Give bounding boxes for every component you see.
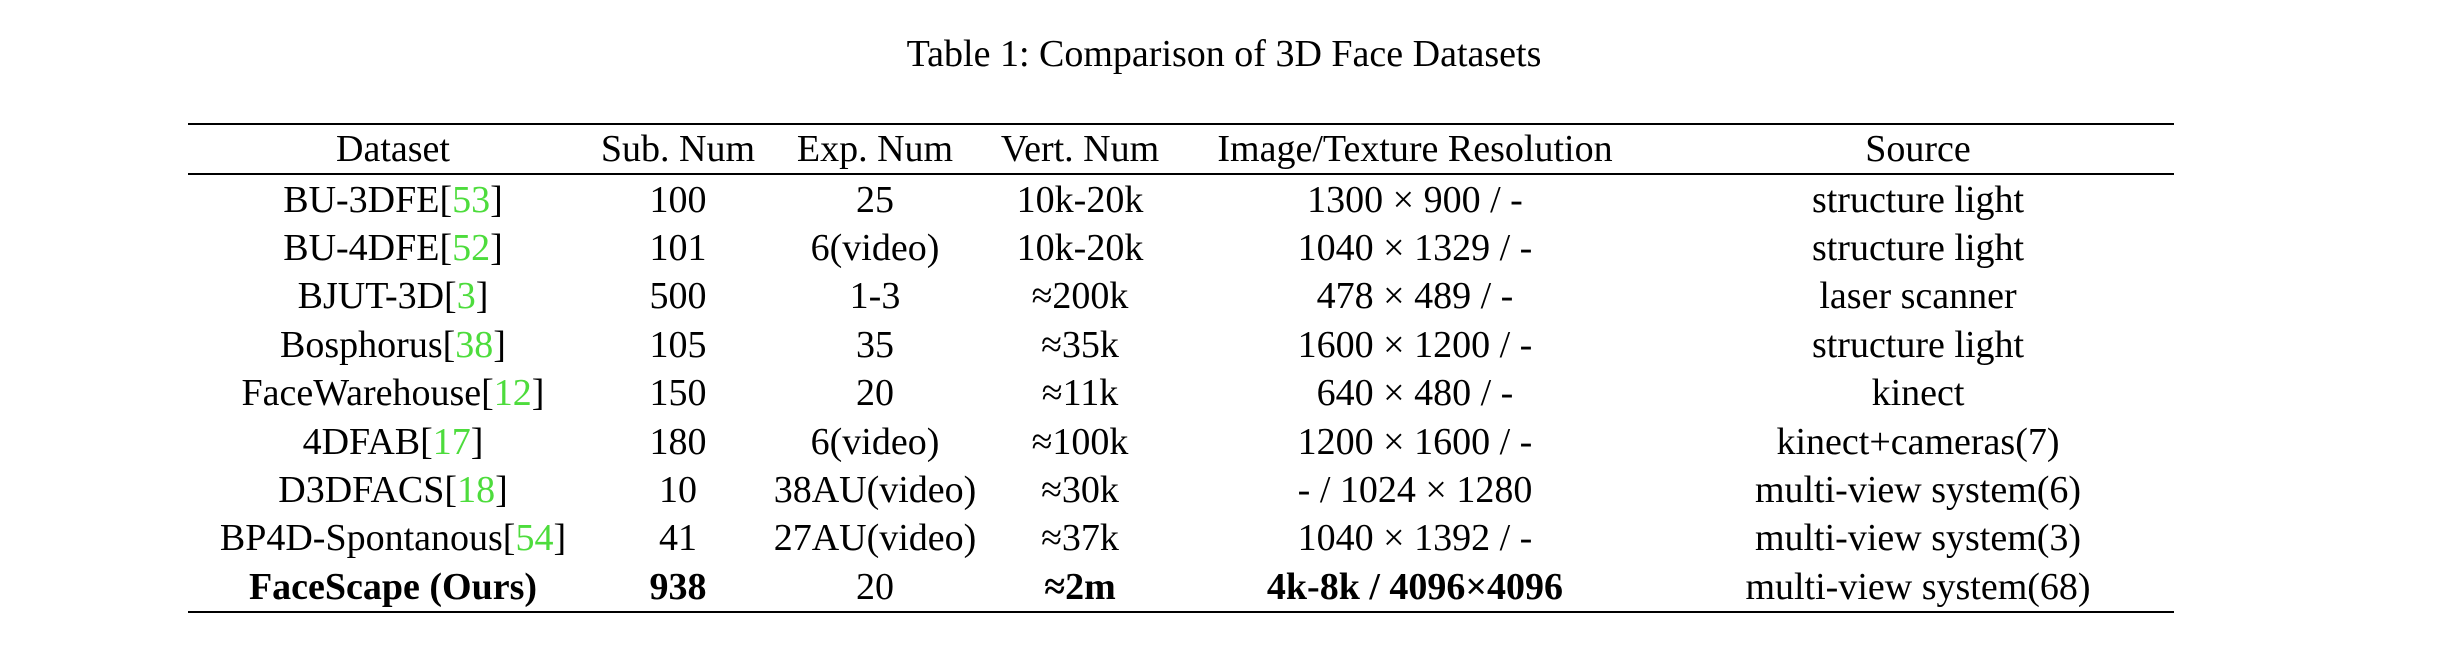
vert-num-cell: ≈35k	[1041, 323, 1119, 366]
sub-num-cell: 180	[649, 420, 707, 463]
source-cell: structure light	[1811, 323, 2025, 366]
dataset-cell: Bosphorus[38]	[280, 323, 506, 366]
exp-num-cell: 25	[856, 178, 894, 221]
dataset-cell: BU-3DFE[53]	[283, 178, 503, 221]
citation-link[interactable]: 12	[493, 372, 532, 415]
header-source: Source	[1865, 128, 1971, 171]
table-row-ours: FaceScape (Ours) 938 20 ≈2m 4k-8k / 4096…	[188, 563, 2174, 612]
sub-num-cell: 105	[649, 323, 707, 366]
exp-num-cell: 27AU(video)	[773, 517, 977, 560]
source-cell: laser scanner	[1819, 275, 2017, 318]
dataset-cell: D3DFACS[18]	[278, 468, 508, 511]
vert-num-cell: ≈200k	[1031, 275, 1129, 318]
citation-link[interactable]: 18	[457, 468, 496, 511]
table-body: BU-3DFE[53] 100 25 10k-20k 1300 × 900 / …	[188, 174, 2174, 612]
dataset-name: BJUT-3D	[297, 275, 445, 318]
exp-num-cell: 6(video)	[810, 226, 940, 269]
sub-num-cell: 500	[649, 275, 707, 318]
resolution-cell: - / 1024 × 1280	[1297, 468, 1533, 511]
source-cell: structure light	[1811, 226, 2025, 269]
vert-num-cell: 10k-20k	[1016, 226, 1144, 269]
dataset-name: FaceWarehouse	[241, 372, 482, 415]
source-cell: multi-view system(6)	[1754, 468, 2082, 511]
dataset-name: BU-4DFE	[283, 226, 440, 269]
resolution-cell: 1040 × 1392 / -	[1297, 517, 1533, 560]
header-exp-num: Exp. Num	[796, 128, 954, 171]
header-row: Dataset Sub. Num Exp. Num Vert. Num Imag…	[188, 124, 2174, 175]
citation-link[interactable]: 17	[432, 420, 471, 463]
citation-link[interactable]: 38	[455, 323, 494, 366]
header-dataset: Dataset	[336, 128, 450, 171]
exp-num-cell: 35	[856, 323, 894, 366]
table-row: 4DFAB[17] 180 6(video) ≈100k 1200 × 1600…	[188, 417, 2174, 465]
source-cell: structure light	[1811, 178, 2025, 221]
exp-num-cell: 1-3	[849, 275, 901, 318]
vert-num-cell: ≈37k	[1041, 517, 1119, 560]
dataset-name: D3DFACS	[278, 468, 445, 511]
table-row: BU-3DFE[53] 100 25 10k-20k 1300 × 900 / …	[188, 174, 2174, 223]
vert-num-cell: ≈2m	[1044, 565, 1116, 608]
citation-link[interactable]: 52	[452, 226, 491, 269]
resolution-cell: 640 × 480 / -	[1316, 372, 1514, 415]
table-header: Dataset Sub. Num Exp. Num Vert. Num Imag…	[188, 124, 2174, 175]
resolution-cell: 1040 × 1329 / -	[1297, 226, 1533, 269]
vert-num-cell: ≈100k	[1031, 420, 1129, 463]
citation-link[interactable]: 53	[452, 178, 491, 221]
dataset-name: Bosphorus	[280, 323, 443, 366]
vert-num-cell: ≈11k	[1041, 372, 1119, 415]
dataset-cell: FaceWarehouse[12]	[241, 372, 545, 415]
exp-num-cell: 20	[856, 565, 894, 608]
exp-num-cell: 6(video)	[810, 420, 940, 463]
table-row: BJUT-3D[3] 500 1-3 ≈200k 478 × 489 / - l…	[188, 272, 2174, 320]
table-row: D3DFACS[18] 10 38AU(video) ≈30k - / 1024…	[188, 466, 2174, 514]
dataset-name: BP4D-Spontanous	[219, 517, 503, 560]
vert-num-cell: ≈30k	[1041, 468, 1119, 511]
resolution-cell: 478 × 489 / -	[1316, 275, 1514, 318]
exp-num-cell: 20	[856, 372, 894, 415]
resolution-cell: 1200 × 1600 / -	[1297, 420, 1533, 463]
exp-num-cell: 38AU(video)	[773, 468, 977, 511]
resolution-cell: 1300 × 900 / -	[1307, 178, 1523, 221]
sub-num-cell: 150	[649, 372, 707, 415]
source-cell: kinect+cameras(7)	[1776, 420, 2060, 463]
table-row: Bosphorus[38] 105 35 ≈35k 1600 × 1200 / …	[188, 321, 2174, 369]
dataset-name: BU-3DFE	[283, 178, 440, 221]
sub-num-cell: 101	[649, 226, 707, 269]
sub-num-cell: 10	[659, 468, 697, 511]
vert-num-cell: 10k-20k	[1016, 178, 1144, 221]
comparison-table: Dataset Sub. Num Exp. Num Vert. Num Imag…	[188, 123, 2174, 613]
resolution-cell: 4k-8k / 4096×4096	[1266, 565, 1564, 608]
header-sub-num: Sub. Num	[600, 128, 756, 171]
citation-link[interactable]: 54	[515, 517, 554, 560]
dataset-cell: 4DFAB[17]	[302, 420, 484, 463]
header-vert-num: Vert. Num	[1000, 128, 1160, 171]
dataset-cell: BU-4DFE[52]	[283, 226, 503, 269]
source-cell: kinect	[1871, 372, 1965, 415]
source-cell: multi-view system(3)	[1754, 517, 2082, 560]
dataset-cell: BP4D-Spontanous[54]	[219, 517, 567, 560]
table-row: BU-4DFE[52] 101 6(video) 10k-20k 1040 × …	[188, 224, 2174, 272]
dataset-cell: FaceScape (Ours)	[248, 565, 538, 608]
dataset-name: 4DFAB	[302, 420, 421, 463]
header-resolution: Image/Texture Resolution	[1217, 128, 1613, 171]
table-row: BP4D-Spontanous[54] 41 27AU(video) ≈37k …	[188, 514, 2174, 562]
table-row: FaceWarehouse[12] 150 20 ≈11k 640 × 480 …	[188, 369, 2174, 417]
sub-num-cell: 100	[649, 178, 707, 221]
sub-num-cell: 41	[659, 517, 697, 560]
dataset-cell: BJUT-3D[3]	[297, 275, 489, 318]
citation-link[interactable]: 3	[456, 275, 476, 318]
sub-num-cell: 938	[649, 565, 707, 608]
table-caption: Table 1: Comparison of 3D Face Datasets	[906, 33, 1542, 75]
resolution-cell: 1600 × 1200 / -	[1297, 323, 1533, 366]
source-cell: multi-view system(68)	[1745, 565, 2091, 608]
